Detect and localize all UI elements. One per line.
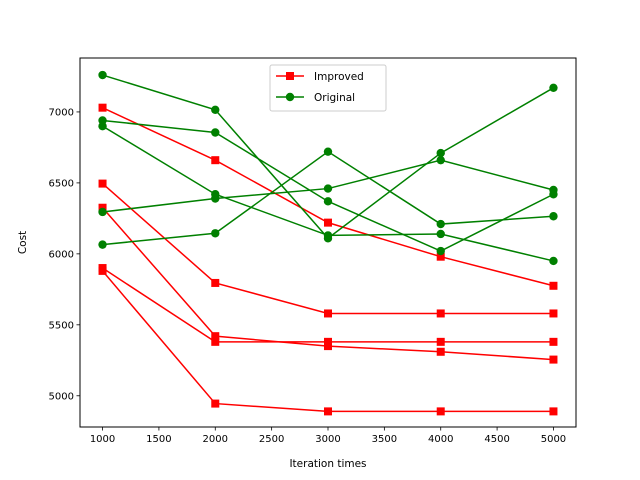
data-point	[549, 185, 558, 195]
series-improved-5	[98, 266, 558, 416]
series-improved-2	[98, 179, 558, 318]
y-tick-label: 6500	[49, 178, 74, 189]
data-point	[436, 219, 445, 229]
series-original-8	[98, 121, 558, 266]
data-point	[324, 337, 332, 346]
x-tick-label: 1500	[146, 434, 171, 445]
series-improved-3	[98, 203, 558, 364]
y-axis-label: Cost	[17, 231, 29, 254]
data-point	[324, 218, 332, 227]
x-tick-label: 5000	[541, 434, 566, 445]
data-point	[436, 309, 445, 318]
data-point	[98, 121, 107, 131]
legend-improved-marker	[286, 72, 294, 80]
data-point	[436, 347, 445, 356]
legend-original-label: Original	[314, 92, 355, 104]
data-point	[549, 355, 558, 364]
data-point	[324, 342, 332, 351]
data-point	[436, 407, 445, 416]
series-layer	[98, 70, 558, 416]
data-point	[324, 309, 332, 318]
series-line	[102, 267, 554, 343]
data-point	[211, 332, 220, 341]
y-tick-label: 6000	[49, 249, 74, 260]
y-axis-ticks: 5000 5500 6000 6500 7000	[49, 107, 80, 402]
data-point	[549, 337, 558, 346]
data-point	[549, 407, 558, 416]
data-point	[436, 246, 445, 256]
data-point	[324, 407, 332, 416]
data-point	[211, 399, 220, 408]
data-point	[549, 281, 558, 290]
data-point	[549, 212, 558, 221]
data-point	[436, 252, 445, 261]
data-point	[323, 184, 333, 193]
series-improved-4	[98, 264, 558, 346]
data-point	[211, 337, 220, 346]
x-tick-label: 4500	[484, 434, 509, 445]
data-point	[211, 229, 220, 238]
data-point	[98, 203, 107, 212]
data-point	[98, 207, 107, 217]
data-point	[436, 148, 445, 158]
legend-improved-label: Improved	[314, 71, 364, 83]
data-point	[323, 147, 333, 156]
x-axis-label: Iteration times	[289, 458, 366, 470]
y-tick-label: 5500	[49, 320, 74, 331]
data-point	[549, 83, 558, 93]
x-tick-label: 3500	[372, 434, 397, 445]
data-point	[436, 229, 445, 239]
series-original-10	[98, 147, 558, 249]
data-point	[98, 70, 107, 80]
series-line	[101, 207, 554, 361]
legend: Improved Original	[269, 64, 387, 112]
x-tick-label: 1000	[90, 434, 115, 445]
series-original-9	[98, 155, 558, 217]
data-point	[211, 105, 220, 115]
x-tick-label: 2500	[259, 434, 284, 445]
series-line	[102, 106, 554, 287]
data-point	[98, 179, 107, 188]
data-point	[436, 337, 445, 346]
data-point	[549, 309, 558, 318]
data-point	[98, 240, 107, 249]
data-point	[549, 256, 558, 266]
data-point	[211, 194, 220, 203]
x-tick-label: 4000	[428, 434, 453, 445]
data-point	[436, 155, 445, 165]
x-axis-ticks: 1000 1500 2000 2500 3000 3500 4000 4500 5000	[90, 427, 566, 445]
data-point	[98, 266, 107, 275]
y-tick-label: 5000	[49, 391, 74, 402]
plot-frame	[79, 57, 577, 428]
y-tick-label: 7000	[49, 107, 74, 118]
data-point	[211, 156, 220, 165]
data-point	[323, 231, 333, 240]
data-point	[98, 103, 107, 112]
x-tick-label: 3000	[315, 434, 340, 445]
series-improved-1	[98, 103, 558, 290]
x-tick-label: 2000	[203, 434, 228, 445]
data-point	[211, 128, 220, 137]
data-point	[323, 197, 333, 206]
legend-original-marker	[285, 92, 295, 102]
data-point	[211, 278, 220, 287]
